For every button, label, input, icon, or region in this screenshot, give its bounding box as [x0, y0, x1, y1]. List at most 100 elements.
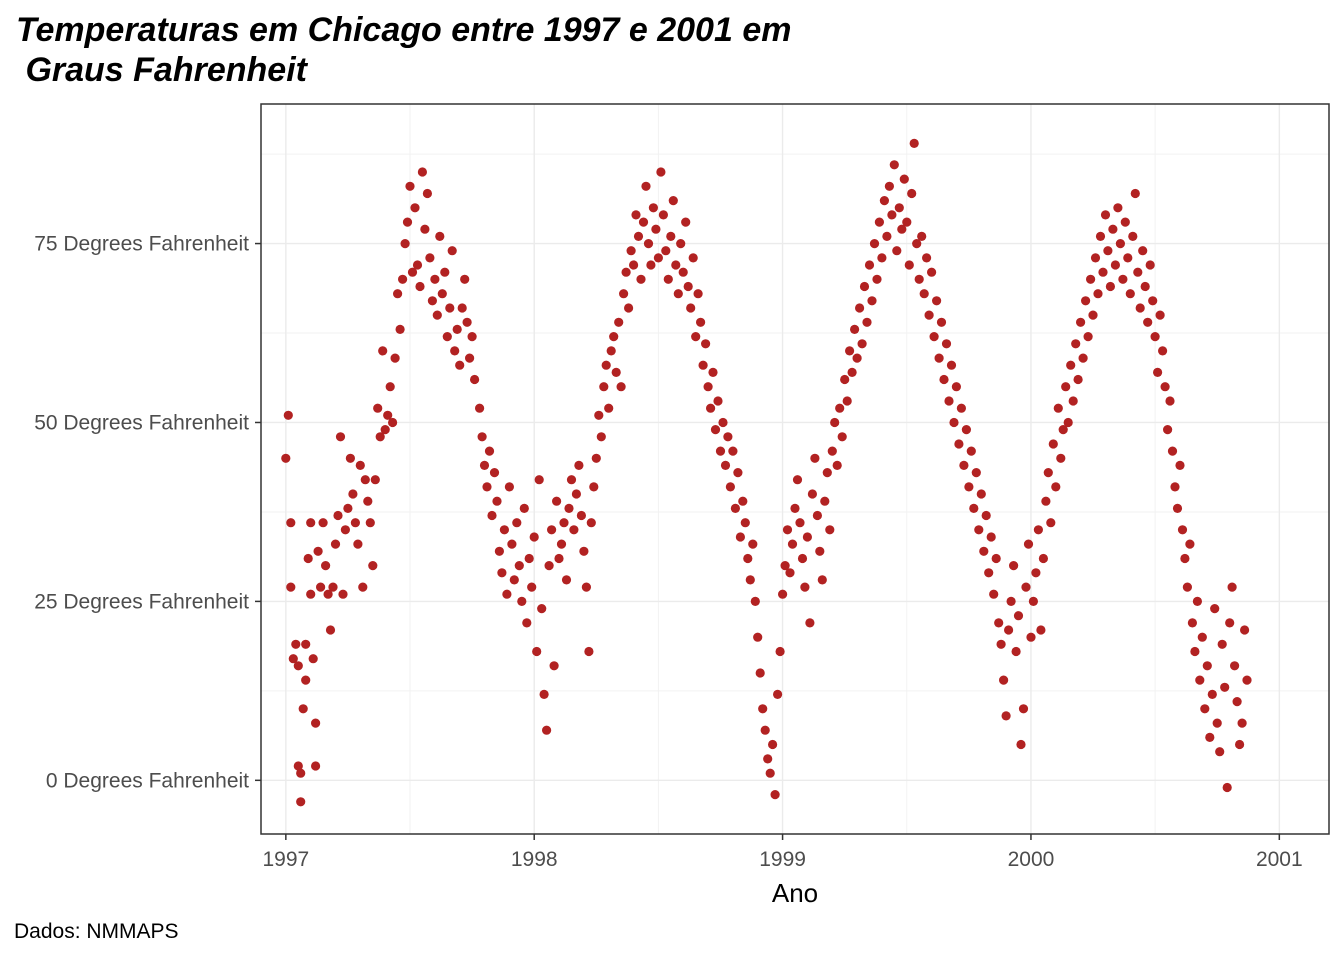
data-point: [1071, 339, 1081, 349]
data-point: [579, 546, 589, 556]
data-point: [447, 246, 457, 256]
data-point: [917, 231, 927, 241]
x-tick-label: 1997: [262, 848, 309, 871]
data-point: [1155, 310, 1165, 320]
data-point: [412, 260, 423, 270]
data-points: [281, 138, 1252, 807]
data-point: [629, 260, 639, 270]
data-point: [1182, 582, 1192, 592]
data-point: [335, 432, 346, 442]
data-point: [527, 582, 537, 592]
plot-panel-border: [260, 103, 1330, 835]
data-point: [1093, 289, 1103, 299]
data-point: [460, 274, 470, 284]
data-point: [316, 582, 326, 592]
data-point: [1128, 231, 1138, 241]
data-point: [807, 489, 818, 499]
data-point: [1130, 188, 1140, 199]
data-point: [395, 324, 405, 334]
data-point: [1009, 561, 1019, 571]
data-point: [1031, 568, 1041, 578]
data-point: [653, 253, 664, 263]
data-point: [599, 382, 609, 392]
data-point: [410, 203, 420, 213]
data-point: [797, 553, 808, 564]
data-point: [601, 360, 611, 370]
data-point: [432, 310, 442, 320]
data-point: [820, 496, 830, 506]
data-point: [318, 518, 328, 528]
data-point: [1220, 682, 1230, 692]
data-point: [944, 396, 954, 406]
data-point: [949, 417, 959, 428]
data-point: [859, 281, 870, 292]
data-point: [641, 181, 651, 191]
data-point: [845, 346, 855, 356]
data-point: [1058, 425, 1068, 435]
data-point: [1215, 747, 1225, 757]
data-point: [606, 346, 616, 356]
data-point: [713, 396, 723, 406]
data-point: [539, 689, 549, 700]
data-point: [355, 460, 365, 470]
x-tick-label: 2000: [1008, 848, 1055, 871]
data-point: [514, 561, 524, 571]
data-point: [1011, 646, 1021, 657]
data-point: [383, 410, 393, 420]
chart-title-line-2: Graus Fahrenheit: [16, 51, 307, 89]
data-point: [452, 324, 462, 334]
data-point: [417, 167, 427, 177]
data-point: [780, 561, 790, 571]
data-point: [311, 718, 321, 728]
data-point: [924, 310, 934, 320]
data-point: [964, 482, 974, 492]
data-point: [427, 296, 437, 306]
data-point: [552, 496, 562, 506]
data-point: [696, 317, 706, 327]
data-point: [688, 253, 698, 263]
data-point: [874, 217, 885, 227]
data-point: [817, 575, 827, 585]
data-point: [293, 761, 303, 771]
data-point: [1078, 353, 1088, 363]
data-point: [564, 503, 574, 513]
data-point: [1195, 675, 1205, 685]
data-point: [758, 704, 768, 714]
data-point: [1013, 611, 1024, 621]
data-point: [969, 503, 979, 513]
chart-title-line-1: Temperaturas em Chicago entre 1997 e 200…: [16, 11, 792, 49]
data-point: [566, 475, 577, 485]
data-point: [549, 661, 559, 671]
data-point: [857, 339, 867, 349]
data-point: [457, 303, 467, 313]
data-point: [537, 604, 547, 614]
data-point: [325, 625, 336, 635]
data-point: [1090, 253, 1101, 263]
data-point: [815, 546, 825, 556]
data-point: [941, 339, 952, 349]
data-point: [298, 704, 308, 714]
data-point: [524, 553, 534, 564]
data-point: [345, 453, 355, 463]
data-point: [676, 239, 686, 249]
data-point: [1133, 267, 1143, 277]
data-point: [323, 589, 333, 599]
data-point: [1140, 281, 1150, 292]
data-point: [343, 503, 353, 513]
data-point: [445, 303, 455, 313]
chart-caption: Dados: NMMAPS: [14, 920, 179, 943]
data-point: [1021, 582, 1031, 592]
data-point: [1240, 625, 1250, 635]
data-point: [1056, 453, 1066, 463]
data-point: [812, 510, 823, 521]
data-point: [437, 289, 447, 299]
data-point: [1001, 711, 1011, 721]
data-point: [822, 468, 832, 478]
data-point: [730, 503, 741, 513]
data-point: [830, 417, 840, 428]
data-point: [638, 217, 649, 227]
data-point: [547, 525, 557, 535]
data-point: [1187, 618, 1197, 628]
data-point: [1041, 496, 1051, 506]
